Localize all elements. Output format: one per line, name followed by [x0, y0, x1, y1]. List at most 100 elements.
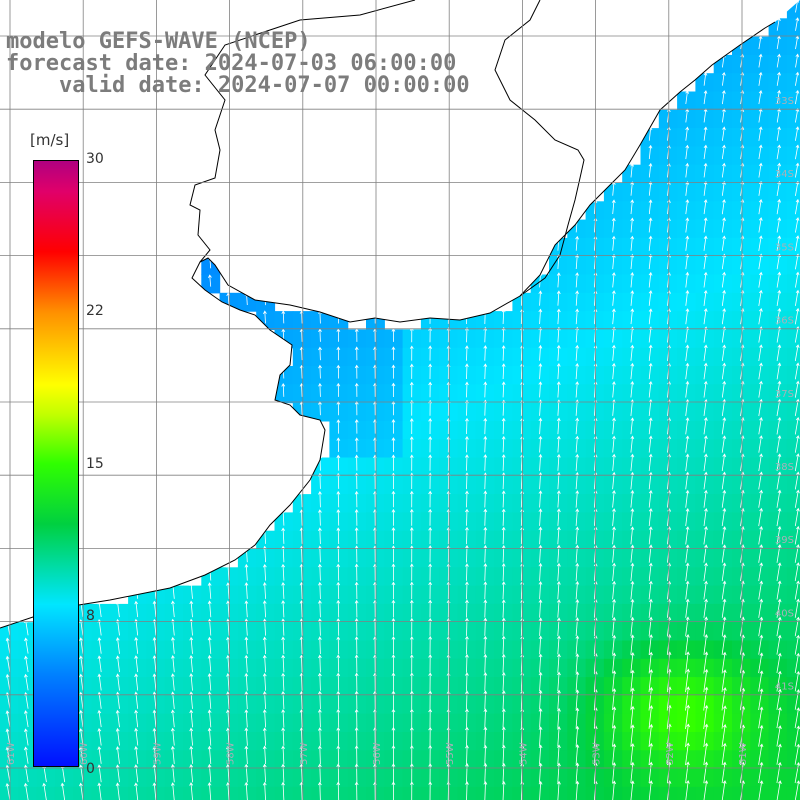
wind-arrow: [97, 655, 102, 673]
wind-cell: [786, 54, 800, 74]
wind-arrow: [776, 652, 782, 674]
wind-arrow: [611, 290, 616, 306]
wind-arrow: [60, 782, 66, 800]
wind-arrow: [501, 653, 506, 673]
wind-cell: [146, 786, 166, 800]
wind-arrow: [612, 526, 616, 545]
wind-arrow: [648, 490, 653, 508]
wind-arrow: [538, 344, 543, 361]
wind-arrow: [501, 526, 506, 545]
wind-arrow: [409, 436, 414, 453]
wind-arrow: [244, 781, 249, 800]
lat-label: 34S: [775, 169, 794, 180]
wind-arrow: [538, 290, 543, 306]
wind-arrow: [794, 689, 800, 710]
wind-arrow: [685, 780, 690, 800]
wind-arrow: [115, 746, 120, 764]
wind-arrow: [612, 417, 616, 435]
title-valid-date: valid date: 2024-07-07 00:00:00: [58, 73, 470, 98]
wind-arrow: [465, 635, 469, 655]
wind-arrow: [721, 217, 726, 233]
wind-arrow: [428, 327, 433, 343]
wind-arrow: [134, 727, 139, 746]
wind-arrow: [428, 508, 433, 526]
wind-arrow: [703, 380, 708, 398]
wind-arrow: [721, 705, 727, 729]
wind-arrow: [557, 689, 561, 710]
wind-arrow: [611, 344, 616, 361]
wind-arrow: [685, 508, 690, 527]
wind-arrow: [538, 617, 543, 636]
wind-arrow: [483, 508, 488, 526]
wind-arrow: [685, 580, 690, 600]
wind-arrow: [391, 636, 396, 655]
wind-arrow: [262, 672, 267, 691]
wind-arrow: [794, 544, 800, 563]
wind-arrow: [703, 742, 709, 766]
wind-arrow: [391, 690, 396, 710]
wind-arrow: [575, 254, 579, 270]
wind-arrow: [336, 346, 341, 361]
wind-arrow: [24, 655, 29, 673]
wind-arrow: [648, 181, 653, 196]
wind-arrow: [24, 728, 29, 746]
wind-arrow: [318, 563, 322, 581]
wind-arrow: [703, 126, 708, 141]
wind-arrow: [391, 654, 396, 673]
wind-arrow: [703, 651, 709, 674]
wind-arrow: [685, 723, 690, 748]
wind-arrow: [501, 454, 506, 471]
wind-arrow: [170, 727, 175, 746]
wind-arrow: [97, 728, 102, 746]
wind-arrow: [795, 89, 800, 105]
wind-arrow: [428, 345, 433, 361]
wind-arrow: [703, 634, 709, 655]
wind-arrow: [428, 381, 433, 398]
wind-arrow: [648, 634, 653, 655]
wind-arrow: [483, 726, 488, 747]
wind-arrow: [538, 453, 543, 471]
wind-arrow: [758, 688, 764, 711]
wind-arrow: [557, 744, 561, 765]
wind-arrow: [171, 600, 175, 618]
wind-arrow: [575, 435, 580, 453]
wind-cell: [786, 73, 800, 93]
wind-arrow: [776, 71, 781, 86]
wind-arrow: [685, 344, 690, 361]
wind-arrow: [721, 598, 727, 618]
wind-arrow: [648, 199, 653, 215]
wind-arrow: [721, 289, 726, 306]
lat-label: 37S: [775, 389, 794, 400]
wind-arrow: [336, 527, 341, 545]
wind-arrow: [703, 308, 708, 325]
wind-arrow: [207, 673, 212, 691]
wind-arrow: [758, 380, 763, 398]
wind-arrow: [409, 581, 414, 600]
wind-arrow: [648, 362, 653, 380]
wind-arrow: [630, 780, 635, 800]
wind-arrow: [794, 707, 800, 729]
wind-arrow: [776, 616, 782, 637]
wind-arrow: [465, 763, 469, 783]
wind-arrow: [428, 490, 433, 508]
wind-arrow: [391, 745, 396, 765]
wind-arrow: [464, 363, 469, 380]
wind-arrow: [703, 761, 709, 784]
wind-arrow: [575, 671, 580, 692]
wind-arrow: [538, 326, 543, 343]
wind-arrow: [575, 635, 580, 655]
wind-arrow: [354, 545, 359, 563]
wind-arrow: [281, 600, 286, 618]
wind-arrow: [721, 308, 726, 325]
wind-arrow: [244, 582, 249, 599]
wind-arrow: [409, 599, 414, 618]
wind-arrow: [226, 636, 230, 654]
wind-arrow: [483, 563, 488, 581]
wind-cell: [786, 128, 800, 147]
wind-arrow: [5, 746, 11, 764]
wind-arrow: [336, 763, 341, 783]
wind-arrow: [776, 453, 782, 472]
wind-cell: [786, 786, 800, 800]
wind-arrow: [685, 704, 691, 729]
wind-arrow: [630, 235, 635, 251]
